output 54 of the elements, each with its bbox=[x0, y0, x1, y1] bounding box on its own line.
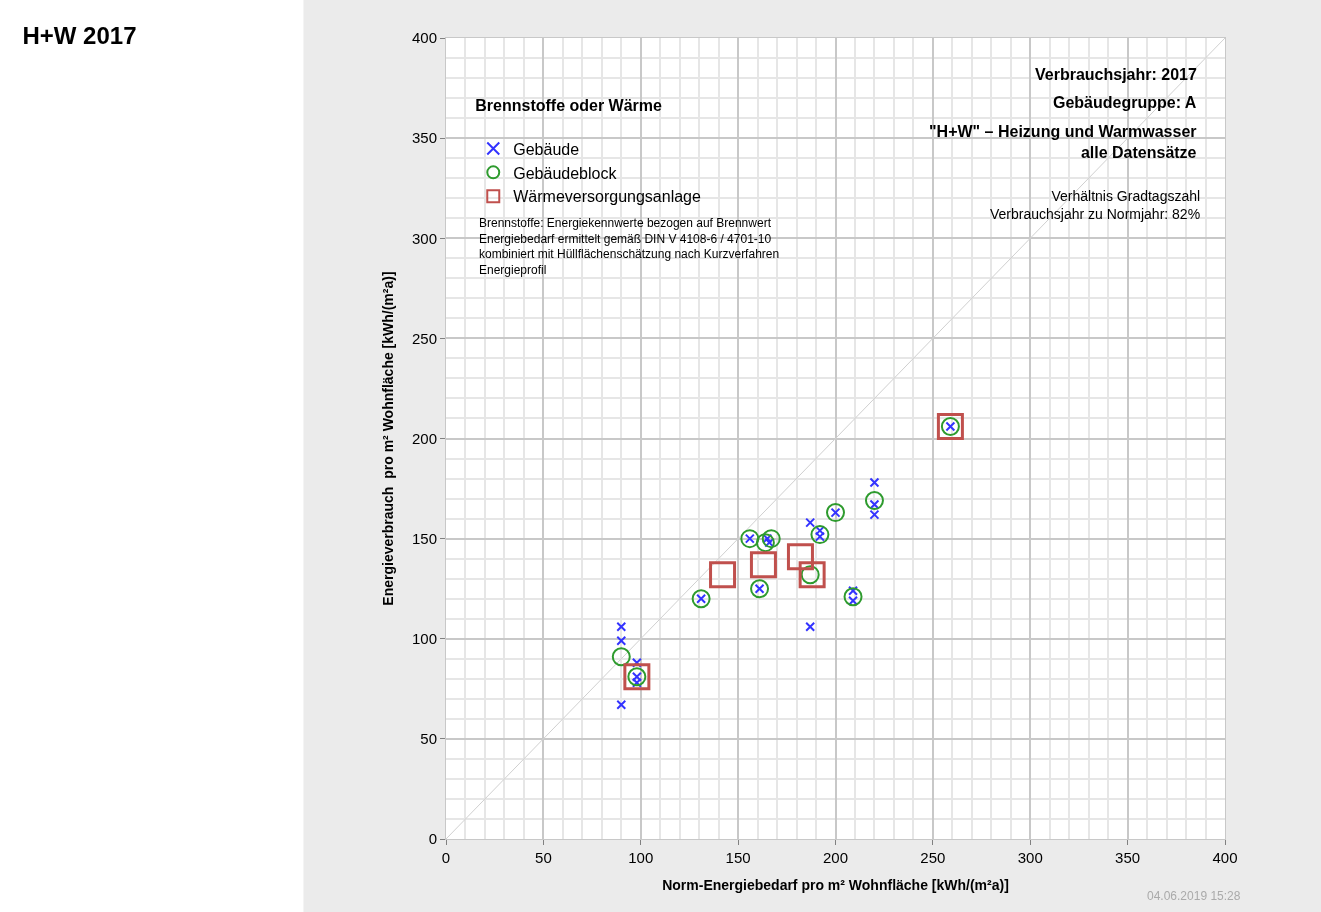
point bbox=[616, 635, 627, 646]
y-axis-title: Energieverbrauch pro m² Wohnfläche [kWh/(m²a)] bbox=[379, 271, 396, 606]
annotation: Gebäudegruppe: A bbox=[1053, 94, 1197, 111]
annotation: Brennstoffe: Energiekennwerte bezogen auf Brennwert Energiebedarf ermittelt gemäß DIN V 4108-6 / 4701-10 kombiniert mit Hüllflächenschätzung nach Kurzverfahren Energieprofil bbox=[479, 216, 780, 277]
point bbox=[843, 587, 863, 607]
x-tick-label: 100 bbox=[628, 849, 654, 866]
point bbox=[749, 551, 777, 579]
x-tick-label: 200 bbox=[822, 849, 849, 866]
annotation: Verbrauchsjahr: 2017 bbox=[1035, 66, 1197, 83]
x-tick-label: 0 bbox=[441, 849, 451, 866]
x-tick-label: 250 bbox=[920, 849, 946, 866]
point bbox=[631, 657, 642, 668]
point bbox=[805, 621, 816, 632]
point bbox=[740, 529, 760, 549]
x-tick-label: 300 bbox=[1017, 849, 1043, 866]
x-tick-label: 50 bbox=[535, 849, 552, 866]
point bbox=[786, 543, 814, 571]
legend-label: Gebäude bbox=[513, 140, 580, 158]
point bbox=[869, 477, 880, 488]
y-tick-label: 250 bbox=[411, 329, 437, 347]
legend-label: Wärmeversorgungsanlage bbox=[513, 188, 702, 206]
x-tick-label: 350 bbox=[1115, 849, 1141, 866]
point bbox=[826, 503, 845, 523]
point bbox=[611, 647, 631, 667]
legend-label: Gebäudeblock bbox=[513, 164, 618, 182]
point bbox=[709, 561, 737, 589]
y-tick-label: 350 bbox=[411, 129, 437, 147]
point bbox=[864, 491, 884, 511]
y-tick-label: 50 bbox=[420, 730, 437, 748]
point bbox=[761, 529, 781, 549]
text: H+W 2017 bbox=[22, 22, 137, 50]
point bbox=[691, 589, 711, 609]
text: 04.06.2019 15:28 bbox=[1147, 889, 1241, 903]
x-tick-label: 150 bbox=[725, 849, 751, 866]
point bbox=[798, 561, 826, 589]
legend-title: Brennstoffe oder Wärme bbox=[475, 96, 663, 114]
y-tick-label: 100 bbox=[411, 630, 437, 647]
x-axis-title: Norm-Energiebedarf pro m² Wohnfläche [kWh/(m²a)] bbox=[662, 877, 1009, 894]
point bbox=[616, 621, 627, 632]
point bbox=[616, 699, 627, 710]
point bbox=[750, 579, 770, 599]
y-tick-label: 200 bbox=[411, 429, 437, 447]
point bbox=[805, 517, 816, 528]
point bbox=[869, 509, 880, 520]
y-tick-label: 0 bbox=[428, 830, 437, 848]
x-tick-label: 400 bbox=[1212, 849, 1238, 866]
y-tick-label: 400 bbox=[411, 29, 437, 47]
y-tick-label: 150 bbox=[411, 529, 437, 547]
point bbox=[755, 533, 775, 553]
annotation: "H+W" – Heizung und Warmwasser alle Datensätze bbox=[929, 123, 1197, 161]
annotation: Verhältnis Gradtagszahl Verbrauchsjahr zu Normjahr: 82% bbox=[990, 188, 1201, 223]
point bbox=[810, 525, 830, 545]
point bbox=[848, 585, 859, 596]
y-tick-label: 300 bbox=[411, 229, 437, 247]
